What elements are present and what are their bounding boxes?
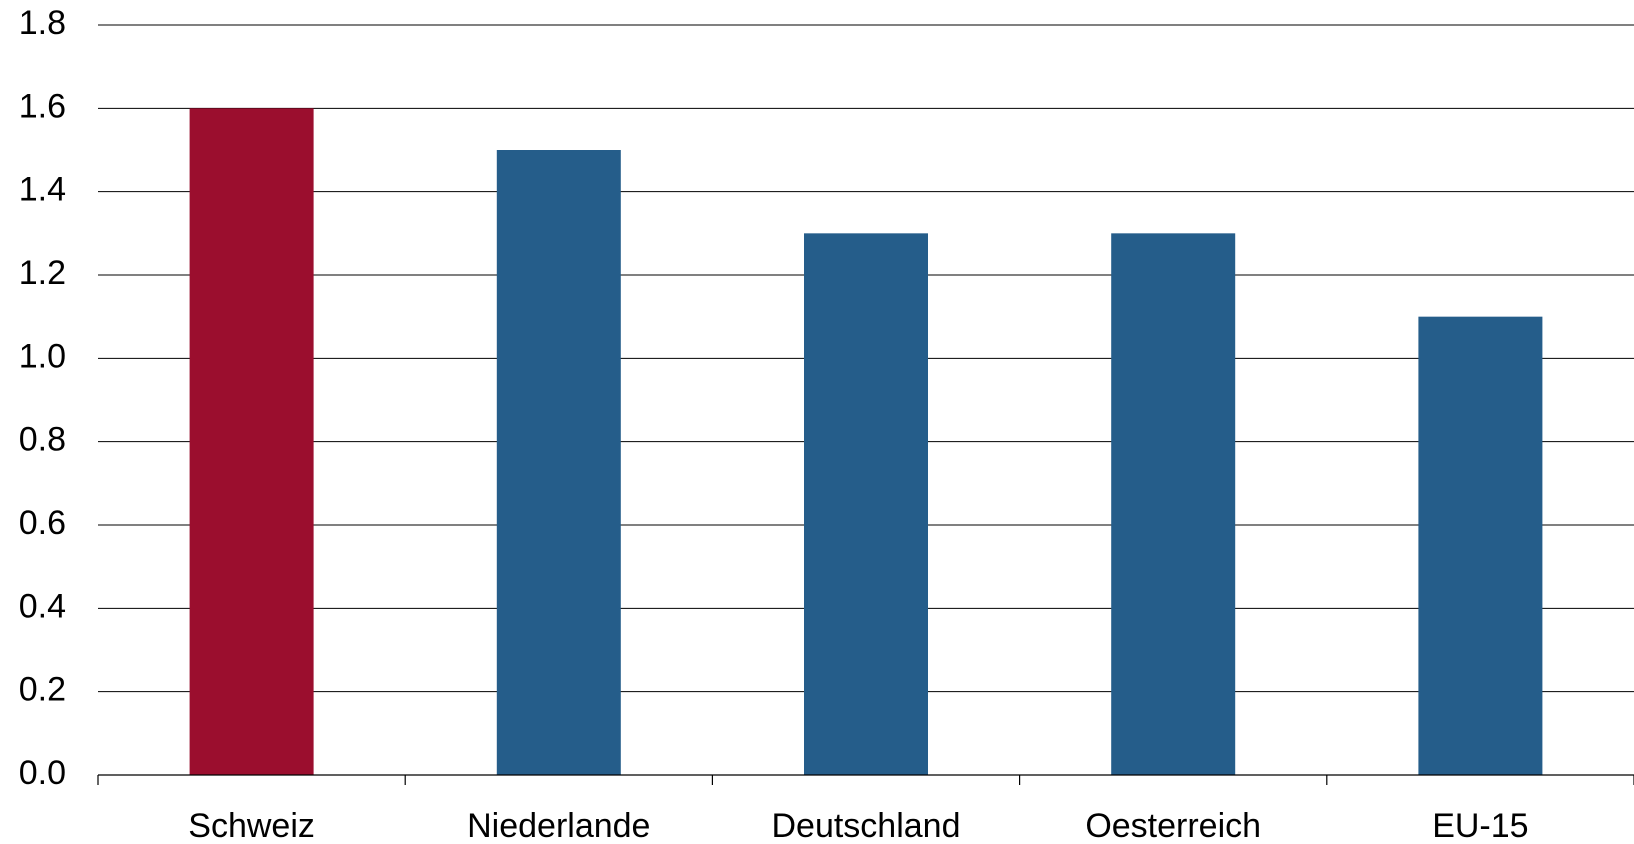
bar-niederlande bbox=[496, 150, 621, 775]
x-category-label: Oesterreich bbox=[1085, 807, 1261, 844]
x-category-label: EU-15 bbox=[1432, 807, 1528, 844]
bars bbox=[189, 108, 1543, 776]
y-tick-label: 1.2 bbox=[19, 254, 66, 292]
x-category-label: Niederlande bbox=[467, 807, 650, 844]
y-tick-label: 1.0 bbox=[19, 337, 66, 375]
x-category-label: Schweiz bbox=[188, 807, 315, 844]
y-tick-label: 1.8 bbox=[19, 4, 66, 42]
y-tick-label: 1.4 bbox=[19, 171, 66, 209]
bar-oesterreich bbox=[1111, 233, 1236, 776]
y-axis-tick-labels: 0.0 0.2 0.4 0.6 0.8 1.0 1.2 1.4 1.6 1.8 bbox=[19, 4, 66, 792]
y-tick-label: 0.2 bbox=[19, 671, 66, 709]
x-axis bbox=[97, 774, 1634, 785]
y-tick-label: 0.4 bbox=[19, 587, 66, 625]
y-tick-label: 0.8 bbox=[19, 421, 66, 459]
bar-eu-15 bbox=[1418, 316, 1543, 775]
bar-schweiz bbox=[189, 108, 314, 776]
x-category-label: Deutschland bbox=[771, 807, 960, 844]
bar-deutschland bbox=[804, 233, 928, 776]
y-tick-label: 0.6 bbox=[19, 504, 66, 542]
y-tick-label: 1.6 bbox=[19, 87, 66, 125]
x-axis-category-labels: Schweiz Niederlande Deutschland Oesterreich… bbox=[188, 807, 1528, 844]
y-tick-label: 0.0 bbox=[19, 754, 66, 792]
